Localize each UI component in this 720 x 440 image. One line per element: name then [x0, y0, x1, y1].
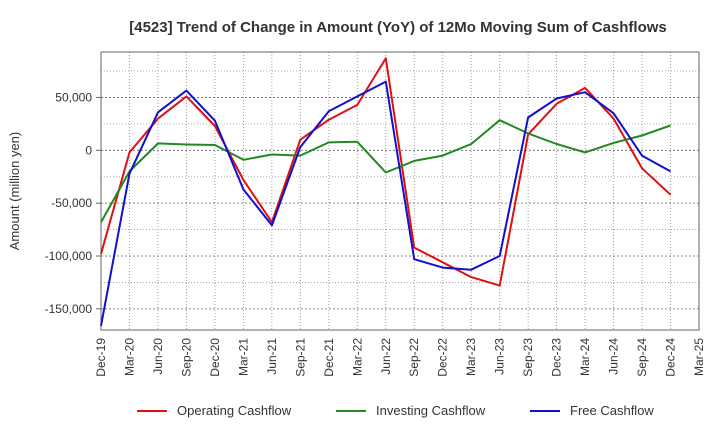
- x-tick-label: Jun-23: [493, 338, 507, 375]
- y-tick-label: 50,000: [55, 90, 92, 104]
- y-tick-label: -150,000: [45, 302, 93, 316]
- x-tick-label: Jun-24: [607, 338, 621, 375]
- x-tick-label: Sep-22: [407, 338, 421, 377]
- legend-item-operating-cashflow: Operating Cashflow: [137, 403, 292, 418]
- legend: Operating Cashflow Investing Cashflow Free…: [137, 403, 654, 418]
- x-tick-label: Mar-22: [350, 338, 364, 376]
- plot-frame: [100, 51, 700, 331]
- x-tick-label: Jun-21: [265, 338, 279, 375]
- chart-title: [4523] Trend of Change in Amount (YoY) o…: [129, 19, 667, 36]
- legend-label: Operating Cashflow: [177, 403, 292, 418]
- x-tick-label: Mar-23: [464, 338, 478, 376]
- y-tick-label: -100,000: [45, 249, 93, 263]
- y-axis-ticks: 50,000 0 -50,000 -100,000 -150,000: [45, 90, 101, 316]
- x-tick-label: Dec-19: [94, 338, 108, 377]
- grid: [100, 52, 700, 330]
- y-tick-label: -50,000: [51, 196, 92, 210]
- x-tick-label: Mar-24: [578, 338, 592, 376]
- series-line-free-cashflow: [100, 80, 671, 326]
- x-tick-label: Jun-22: [379, 338, 393, 375]
- x-tick-label: Sep-23: [521, 338, 535, 377]
- series-line-operating-cashflow: [100, 57, 672, 287]
- series-line-investing-cashflow: [100, 119, 671, 223]
- legend-label: Investing Cashflow: [376, 403, 486, 418]
- x-tick-label: Sep-20: [179, 338, 193, 377]
- series-layer: [100, 57, 672, 326]
- x-tick-label: Dec-22: [436, 338, 450, 377]
- x-tick-label: Mar-20: [122, 338, 136, 376]
- x-tick-label: Sep-21: [293, 338, 307, 377]
- legend-item-free-cashflow: Free Cashflow: [530, 403, 654, 418]
- x-tick-label: Jun-20: [151, 338, 165, 375]
- y-tick-label: 0: [85, 143, 92, 157]
- x-tick-label: Sep-24: [635, 338, 649, 377]
- x-tick-label: Dec-20: [208, 338, 222, 377]
- x-tick-label: Mar-21: [236, 338, 250, 376]
- x-axis-ticks: Dec-19 Mar-20 Jun-20 Sep-20 Dec-20 Mar-21 Jun-…: [94, 338, 706, 377]
- x-tick-label: Dec-21: [322, 338, 336, 377]
- x-tick-label: Dec-23: [550, 338, 564, 377]
- y-axis-label: Amount (million yen): [7, 132, 22, 251]
- x-tick-label: Dec-24: [664, 338, 678, 377]
- legend-item-investing-cashflow: Investing Cashflow: [336, 403, 486, 418]
- legend-label: Free Cashflow: [570, 403, 654, 418]
- x-tick-label: Mar-25: [692, 338, 706, 376]
